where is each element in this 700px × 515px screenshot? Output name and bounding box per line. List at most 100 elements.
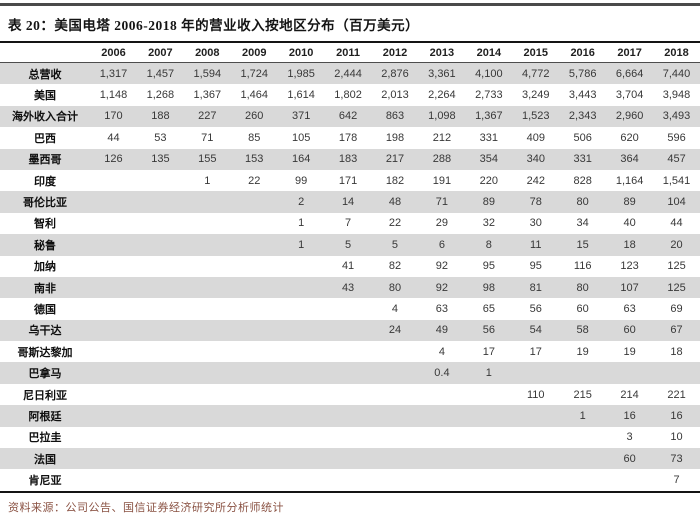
value-cell: 95 <box>482 260 495 273</box>
value-cell: 3,361 <box>428 67 456 80</box>
value-cell: 22 <box>248 174 261 187</box>
value-cell: 99 <box>295 174 308 187</box>
year-header: 2016 <box>570 46 595 59</box>
region-label: 哥伦比亚 <box>23 197 67 210</box>
table-row: 美国 1,148 1,268 1,367 1,464 1,614 1,802 2,013 2,2… <box>0 84 700 105</box>
table-row: 印度 1 22 99 171 182 191 220 242 828 1,164 1,541 <box>0 170 700 191</box>
value-cell: 80 <box>576 281 589 294</box>
value-cell: 29 <box>435 217 449 230</box>
value-cell: 3,948 <box>662 89 691 102</box>
title-rule <box>0 41 700 43</box>
value-cell: 1,802 <box>334 89 362 102</box>
year-header: 2018 <box>664 46 689 59</box>
value-cell: 5,786 <box>568 67 597 80</box>
revenue-by-region-table: 2006 2007 2008 2009 2010 2011 2012 2013 2014 2015… <box>0 43 700 491</box>
value-cell: 63 <box>623 302 636 315</box>
value-cell: 69 <box>670 302 683 315</box>
value-cell: 67 <box>670 324 683 337</box>
value-cell: 409 <box>526 131 545 144</box>
value-cell: 1,098 <box>428 110 456 123</box>
value-cell: 17 <box>529 345 542 358</box>
top-rule <box>0 3 700 6</box>
region-label: 阿根廷 <box>28 410 62 423</box>
value-cell: 1 <box>485 367 492 380</box>
value-cell: 171 <box>338 174 358 187</box>
value-cell: 1,367 <box>475 110 503 123</box>
value-cell: 56 <box>529 302 542 315</box>
table-row: 巴拿马 0.4 1 <box>0 362 700 384</box>
table-row: 阿根廷 1 16 16 <box>0 405 700 427</box>
value-cell: 2,733 <box>475 89 503 102</box>
report-table-page: 表 20：美国电塔 2006-2018 年的营业收入按地区分布（百万美元） 20… <box>0 3 700 514</box>
value-cell: 82 <box>388 260 402 273</box>
value-cell: 92 <box>435 281 449 294</box>
value-cell: 1,594 <box>193 67 222 80</box>
value-cell: 32 <box>482 217 495 230</box>
value-cell: 19 <box>623 345 636 358</box>
value-cell: 30 <box>529 217 542 230</box>
value-cell: 41 <box>341 260 355 273</box>
value-cell: 71 <box>435 196 449 209</box>
value-cell: 0.4 <box>434 367 450 380</box>
value-cell: 155 <box>198 153 217 166</box>
value-cell: 63 <box>435 302 449 315</box>
value-cell: 6,664 <box>615 67 644 80</box>
year-header: 2008 <box>195 46 220 59</box>
value-cell: 1 <box>298 238 305 251</box>
value-cell: 11 <box>530 238 542 251</box>
region-label: 智利 <box>34 218 56 231</box>
table-row: 肯尼亚 7 <box>0 469 700 490</box>
region-label: 墨西哥 <box>28 154 62 167</box>
value-cell: 135 <box>151 153 170 166</box>
value-cell: 3,249 <box>521 89 550 102</box>
region-label: 美国 <box>34 90 56 103</box>
value-cell: 110 <box>526 388 545 401</box>
year-header: 2006 <box>101 46 126 59</box>
value-cell: 3,704 <box>615 89 644 102</box>
value-cell: 60 <box>623 324 636 337</box>
region-label: 秘鲁 <box>34 239 56 252</box>
value-cell: 1,724 <box>240 67 268 80</box>
table-row: 德国 4 63 65 56 60 63 69 <box>0 298 700 319</box>
region-label: 巴拉圭 <box>28 432 62 445</box>
value-cell: 80 <box>388 281 402 294</box>
value-cell: 1,148 <box>99 89 128 102</box>
region-label: 尼日利亚 <box>23 389 67 402</box>
value-cell: 2,444 <box>334 67 362 80</box>
value-cell: 58 <box>576 324 589 337</box>
value-cell: 20 <box>670 238 683 251</box>
region-label: 乌干达 <box>28 325 62 338</box>
value-cell: 48 <box>388 196 402 209</box>
value-cell: 331 <box>573 153 592 166</box>
value-cell: 215 <box>573 388 592 401</box>
value-cell: 44 <box>107 131 120 144</box>
value-cell: 4,772 <box>521 67 550 80</box>
value-cell: 2,264 <box>428 89 456 102</box>
value-cell: 217 <box>385 153 405 166</box>
value-cell: 506 <box>573 131 592 144</box>
table-body: 总营收 1,317 1,457 1,594 1,724 1,985 2,444 2,876 3,… <box>0 63 700 491</box>
value-cell: 7 <box>673 474 680 487</box>
value-cell: 364 <box>620 153 639 166</box>
value-cell: 153 <box>245 153 264 166</box>
value-cell: 15 <box>576 238 589 251</box>
value-cell: 123 <box>620 260 639 273</box>
value-cell: 53 <box>154 131 167 144</box>
value-cell: 220 <box>479 174 499 187</box>
year-header: 2015 <box>523 46 548 59</box>
value-cell: 596 <box>667 131 686 144</box>
year-header: 2013 <box>429 46 455 59</box>
source-note: 资料来源：公司公告、国信证券经济研究所分析师统计 <box>8 501 284 514</box>
bottom-rule <box>0 490 700 493</box>
table-row: 巴拉圭 3 10 <box>0 427 700 448</box>
value-cell: 1,464 <box>240 89 268 102</box>
value-cell: 116 <box>573 260 592 273</box>
year-header: 2010 <box>288 46 314 59</box>
value-cell: 1,317 <box>99 67 128 80</box>
value-cell: 18 <box>623 238 636 251</box>
region-label: 加纳 <box>34 261 56 274</box>
value-cell: 6 <box>438 238 445 251</box>
value-cell: 1,985 <box>287 67 315 80</box>
value-cell: 214 <box>620 388 639 401</box>
value-cell: 89 <box>623 196 636 209</box>
